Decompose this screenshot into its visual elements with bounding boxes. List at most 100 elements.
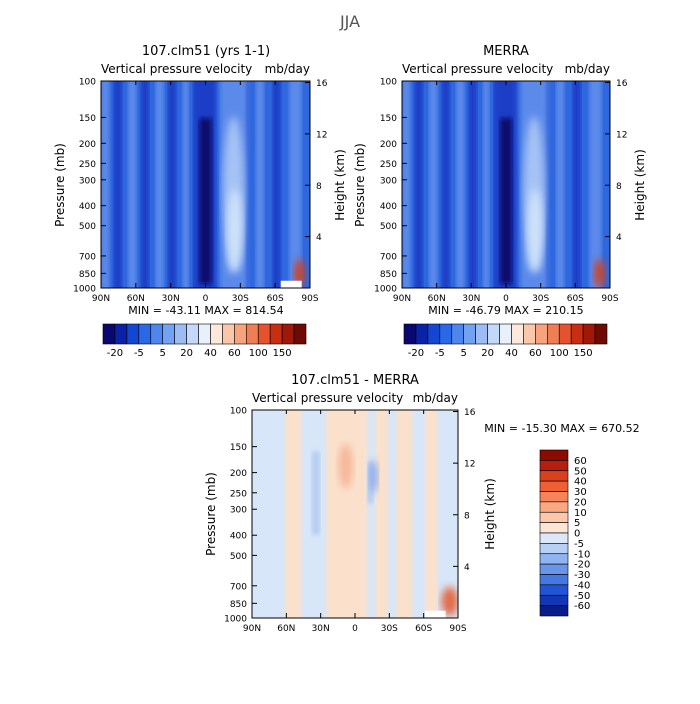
colorbar-label: 20 bbox=[180, 348, 193, 359]
y-tick-label: 250 bbox=[79, 160, 96, 170]
colorbar-swatch bbox=[138, 323, 152, 345]
itcz-core bbox=[199, 118, 212, 284]
contour-band bbox=[155, 81, 164, 288]
colorbar-swatch bbox=[539, 532, 569, 544]
colorbar-swatch bbox=[162, 323, 175, 345]
colorbar-swatch bbox=[439, 323, 453, 345]
contour-band bbox=[483, 81, 490, 288]
y-tick-label: 1000 bbox=[374, 285, 397, 295]
colorbar-swatch bbox=[463, 323, 476, 345]
contour-band bbox=[589, 81, 602, 288]
colorbar-label: -10 bbox=[574, 549, 590, 560]
y-tick-label: 500 bbox=[230, 552, 247, 562]
colorbar-label: -50 bbox=[574, 591, 590, 602]
x-tick-label: 90S bbox=[449, 624, 466, 634]
contour-band bbox=[425, 410, 438, 618]
colorbar-swatch bbox=[114, 323, 128, 345]
panel-subtitle-right: mb/day bbox=[565, 62, 610, 76]
panel-title: MERRA bbox=[483, 44, 529, 59]
contour-band bbox=[456, 81, 465, 288]
x-tick-label: 60S bbox=[567, 294, 584, 304]
positive-anomaly bbox=[338, 443, 353, 490]
contour-band bbox=[101, 81, 110, 288]
y2-tick-label: 8 bbox=[316, 182, 322, 192]
colorbar-swatch bbox=[293, 323, 307, 345]
colorbar-label: -20 bbox=[408, 348, 424, 359]
colorbar-label: 60 bbox=[529, 348, 542, 359]
colorbar-swatch bbox=[594, 323, 608, 345]
y-tick-label: 400 bbox=[230, 532, 247, 542]
y-tick-label: 850 bbox=[79, 270, 96, 280]
y-axis: 100 150 200 250 300 400 500 700 850 1000 bbox=[73, 78, 106, 295]
colorbar-swatch bbox=[539, 553, 569, 565]
stats-text: MIN = -15.30 MAX = 670.52 bbox=[484, 422, 639, 435]
colorbar-swatch bbox=[539, 511, 569, 523]
colorbar: -20 -5 5 20 40 60 100 150 bbox=[102, 323, 307, 359]
y-tick-label: 300 bbox=[380, 176, 397, 186]
y-axis: 100 150 200 250 300 400 500 700 850 1000 bbox=[224, 407, 257, 625]
colorbar-label: 20 bbox=[574, 497, 587, 508]
colorbar-label: -5 bbox=[435, 348, 445, 359]
panel-subtitle-left: Vertical pressure velocity bbox=[402, 62, 553, 76]
y-tick-label: 150 bbox=[79, 114, 96, 124]
colorbar-swatch bbox=[257, 323, 271, 345]
contour-band bbox=[441, 81, 450, 288]
colorbar-swatch bbox=[539, 574, 569, 586]
colorbar-label: 100 bbox=[249, 348, 268, 359]
colorbar-label: -40 bbox=[574, 580, 590, 591]
colorbar-swatch bbox=[558, 323, 572, 345]
colorbar-label: 20 bbox=[481, 348, 494, 359]
y-tick-label: 100 bbox=[79, 78, 96, 88]
y-tick-label: 150 bbox=[230, 443, 247, 453]
colorbar-swatch bbox=[539, 522, 569, 534]
y2-axis: 16 12 8 4 bbox=[453, 408, 476, 573]
colorbar-swatch bbox=[539, 491, 569, 503]
colorbar-label: -5 bbox=[574, 539, 584, 550]
colorbar-swatch bbox=[535, 323, 548, 345]
y2-tick-label: 16 bbox=[616, 79, 628, 89]
y-tick-label: 250 bbox=[380, 160, 397, 170]
colorbar-swatch bbox=[546, 323, 560, 345]
subsidence-core bbox=[227, 188, 243, 272]
contour-band bbox=[468, 81, 477, 288]
colorbar-swatch bbox=[539, 584, 569, 596]
colorbar-label: 60 bbox=[228, 348, 241, 359]
x-tick-label: 30N bbox=[162, 294, 180, 304]
contour-field bbox=[402, 81, 610, 288]
contour-band bbox=[414, 81, 423, 288]
x-tick-label: 90N bbox=[92, 294, 110, 304]
panel-subtitle-left: Vertical pressure velocity bbox=[252, 391, 403, 405]
colorbar-label: 40 bbox=[505, 348, 518, 359]
contour-band bbox=[429, 81, 438, 288]
figure-title: JJA bbox=[339, 12, 360, 31]
missing-data bbox=[280, 280, 302, 288]
colorbar-label: 10 bbox=[574, 508, 587, 519]
contour-band bbox=[284, 410, 302, 618]
colorbar-swatch bbox=[539, 563, 569, 575]
colorbar-label: 40 bbox=[574, 477, 587, 488]
x-tick-label: 90N bbox=[393, 294, 411, 304]
y-tick-label: 400 bbox=[380, 202, 397, 212]
colorbar-swatch bbox=[174, 323, 187, 345]
y-tick-label: 300 bbox=[230, 506, 247, 516]
colorbar-label: 150 bbox=[574, 348, 593, 359]
stats-text: MIN = -43.11 MAX = 814.54 bbox=[128, 304, 283, 317]
colorbar-label: 100 bbox=[550, 348, 569, 359]
y-axis-label: Pressure (mb) bbox=[204, 472, 218, 556]
y-tick-label: 1000 bbox=[73, 285, 96, 295]
colorbar-label: 150 bbox=[273, 348, 292, 359]
y2-tick-label: 4 bbox=[316, 233, 322, 243]
x-axis: 90N 60N 30N 0 30S 60S 90S bbox=[243, 410, 467, 634]
x-tick-label: 90S bbox=[601, 294, 618, 304]
y-tick-label: 100 bbox=[230, 407, 247, 417]
colorbar-label: 30 bbox=[574, 487, 587, 498]
colorbar-swatch bbox=[499, 323, 512, 345]
colorbar-swatch bbox=[427, 323, 441, 345]
polar-surface-feature bbox=[441, 586, 458, 616]
y2-tick-label: 8 bbox=[464, 511, 470, 521]
contour-band bbox=[572, 81, 581, 288]
panel-title: 107.clm51 (yrs 1-1) bbox=[142, 44, 270, 59]
y2-axis-label: Height (km) bbox=[333, 149, 347, 220]
y-tick-label: 850 bbox=[380, 270, 397, 280]
